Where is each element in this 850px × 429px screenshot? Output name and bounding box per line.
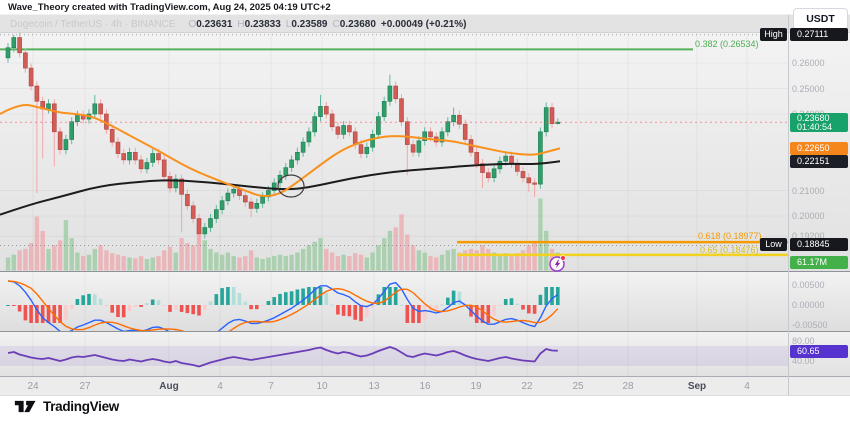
high-label: H bbox=[237, 19, 245, 30]
last-price-badge: 0.23680 01:40:54 bbox=[790, 113, 848, 132]
fib-0382-label: 0.382 (0.26534) bbox=[695, 39, 759, 49]
low-badge-value: 0.18845 bbox=[790, 238, 848, 251]
time-axis-tick: 4 bbox=[744, 381, 750, 392]
macd-axis-tick: 0.00000 bbox=[792, 300, 825, 310]
price-axis-tick: 0.26000 bbox=[792, 58, 825, 68]
time-axis-tick: 7 bbox=[268, 381, 274, 392]
time-axis-tick: 27 bbox=[79, 381, 91, 392]
time-axis-tick: 22 bbox=[521, 381, 533, 392]
close-value: 0.23680 bbox=[339, 19, 376, 30]
high-value: 0.23833 bbox=[244, 19, 281, 30]
volume-axis-badge: 61.17M bbox=[790, 256, 848, 269]
low-label: L bbox=[285, 19, 292, 30]
time-axis-tick: Sep bbox=[687, 381, 707, 392]
high-badge-value: 0.27111 bbox=[790, 28, 848, 41]
time-axis-tick: 24 bbox=[27, 381, 39, 392]
fib-065-label: 0.65 (0.18476) bbox=[700, 245, 759, 255]
moving-averages bbox=[0, 104, 561, 216]
price-axis-tick: 0.21000 bbox=[792, 186, 825, 196]
low-value: 0.23589 bbox=[291, 19, 328, 30]
macd-axis-tick: 0.00500 bbox=[792, 280, 825, 290]
currency-toggle-button[interactable]: USDT bbox=[793, 8, 848, 30]
pane-dividers bbox=[0, 14, 850, 396]
macd-axis-tick: -0.00500 bbox=[792, 320, 828, 330]
gridlines bbox=[0, 33, 788, 376]
ellipse-annotation[interactable] bbox=[277, 174, 305, 198]
time-axis-tick: 25 bbox=[572, 381, 584, 392]
change-value: +0.00049 (+0.21%) bbox=[380, 19, 467, 30]
attribution-text: Wave_Theory created with TradingView.com… bbox=[8, 2, 331, 13]
open-value: 0.23631 bbox=[196, 19, 233, 30]
symbol-legend[interactable]: Dogecoin / TetherUS · 4h · BINANCE O0.236… bbox=[10, 19, 467, 30]
time-axis-tick: 19 bbox=[470, 381, 482, 392]
price-axis-tick: 0.25000 bbox=[792, 84, 825, 94]
pane-backgrounds bbox=[0, 14, 850, 396]
price-axis-tick: 0.20000 bbox=[792, 211, 825, 221]
candlesticks bbox=[5, 33, 561, 246]
quick-alert-lightning-icon[interactable] bbox=[548, 254, 567, 273]
rsi-axis-tick: 40.00 bbox=[792, 356, 815, 366]
time-axis-tick: 13 bbox=[368, 381, 380, 392]
high-badge-label: High bbox=[760, 28, 787, 41]
ma-black-axis-badge: 0.22151 bbox=[790, 155, 848, 168]
last-price-value: 0.23680 bbox=[797, 113, 830, 123]
close-label: C bbox=[332, 19, 340, 30]
time-axis-tick: 10 bbox=[316, 381, 328, 392]
time-axis-tick: 28 bbox=[622, 381, 634, 392]
tradingview-logo-icon bbox=[14, 400, 36, 413]
price-axis-tick: 0.19200 bbox=[792, 231, 825, 241]
tradingview-logo[interactable]: TradingView bbox=[14, 399, 119, 414]
level-lines bbox=[0, 34, 788, 257]
ma-orange-axis-badge: 0.22650 bbox=[790, 142, 848, 155]
time-axis-tick: Aug bbox=[159, 381, 179, 392]
tradingview-logo-text: TradingView bbox=[43, 399, 119, 414]
volume-bars bbox=[5, 198, 560, 271]
rsi-pane bbox=[0, 346, 788, 368]
rsi-axis-badge: 60.65 bbox=[790, 345, 848, 358]
time-axis-tick: 4 bbox=[217, 381, 223, 392]
symbol-title: Dogecoin / TetherUS · 4h · BINANCE bbox=[10, 19, 176, 30]
macd-pane bbox=[6, 280, 560, 331]
bar-countdown: 01:40:54 bbox=[797, 122, 833, 132]
rsi-axis-tick: 80.00 bbox=[792, 336, 815, 346]
time-axis-tick: 16 bbox=[419, 381, 431, 392]
low-badge-label: Low bbox=[760, 238, 787, 251]
fib-0618-label: 0.618 (0.18977) bbox=[698, 231, 762, 241]
open-label: O bbox=[188, 19, 197, 30]
